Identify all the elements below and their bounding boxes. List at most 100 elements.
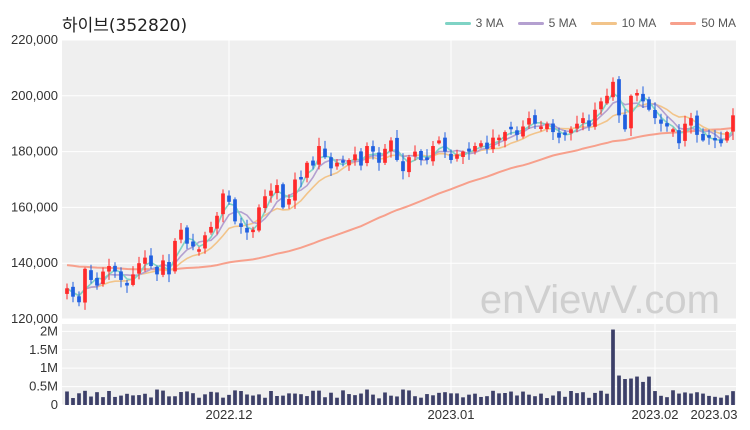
candle-body (473, 146, 477, 152)
candle-body (107, 265, 111, 272)
volume-bar (179, 392, 183, 405)
volume-bar (401, 389, 405, 405)
candle-body (65, 288, 69, 294)
candle-body (317, 146, 321, 165)
volume-bar (281, 395, 285, 405)
candle (461, 150, 465, 165)
candle (293, 172, 297, 209)
price-tick-label: 200,000 (11, 88, 58, 103)
candle (305, 161, 309, 183)
volume-bar (695, 392, 699, 405)
candle (467, 142, 471, 160)
candle-body (431, 146, 435, 162)
volume-bar (515, 395, 519, 405)
candle (509, 121, 513, 135)
candle (107, 258, 111, 280)
legend-label: 10 MA (621, 16, 657, 30)
candle-body (281, 184, 285, 208)
volume-bar (377, 398, 381, 405)
candle (131, 266, 135, 287)
volume-bar (233, 390, 237, 405)
volume-bar (383, 392, 387, 405)
volume-bar (77, 393, 81, 405)
volume-bar (611, 329, 615, 405)
candle (191, 233, 195, 251)
candle (683, 115, 687, 147)
candle (221, 189, 225, 223)
candle-body (575, 123, 579, 129)
candle (569, 126, 573, 141)
volume-bar (365, 389, 369, 405)
candle (635, 89, 639, 102)
candle (287, 194, 291, 209)
volume-bar (149, 397, 153, 405)
volume-bar (323, 397, 327, 405)
candle-body (173, 240, 177, 272)
candle-body (521, 126, 525, 137)
volume-bar (227, 394, 231, 405)
volume-bar (521, 391, 525, 405)
candle (215, 211, 219, 235)
volume-bar (209, 391, 213, 405)
volume-bar (251, 395, 255, 405)
volume-bar (617, 375, 621, 405)
candle (611, 77, 615, 101)
candle (419, 149, 423, 166)
candle-body (527, 118, 531, 125)
candle (713, 129, 717, 149)
volume-bar (593, 392, 597, 405)
volume-bar (305, 396, 309, 405)
volume-bar (257, 394, 261, 405)
candle-body (389, 140, 393, 152)
candle (665, 116, 669, 132)
candle-body (707, 135, 711, 138)
volume-bar (293, 393, 297, 405)
candle (443, 132, 447, 159)
volume-bar (629, 378, 633, 405)
candle-body (731, 115, 735, 132)
candle (323, 140, 327, 159)
candle-body (335, 162, 339, 167)
volume-bar (443, 392, 447, 405)
candle-body (401, 161, 405, 172)
candle (659, 113, 663, 132)
candle (527, 111, 531, 129)
candle-body (479, 143, 483, 147)
candle (653, 102, 657, 125)
legend-swatch (670, 21, 697, 25)
candle-body (257, 207, 261, 231)
volume-bar (125, 393, 129, 405)
legend-item: 3 MA (444, 16, 504, 30)
candle (101, 267, 105, 287)
candle (671, 127, 675, 137)
candle-body (689, 118, 693, 126)
candle-body (359, 151, 363, 166)
volume-bar (275, 395, 279, 405)
candle (491, 129, 495, 154)
candle-body (227, 195, 231, 202)
candle-body (311, 160, 315, 166)
candle-body (449, 153, 453, 160)
candle-body (125, 282, 129, 286)
candle-body (371, 146, 375, 152)
candle-body (353, 154, 357, 161)
candle-body (491, 137, 495, 150)
candle-body (647, 99, 651, 110)
candle-body (269, 190, 273, 196)
candle (395, 129, 399, 162)
volume-bar (557, 391, 561, 405)
candle-body (413, 151, 417, 157)
candle (245, 219, 249, 240)
candle-body (323, 148, 327, 158)
candle (263, 189, 267, 213)
volume-bar (263, 397, 267, 405)
candle (581, 112, 585, 131)
candle (95, 272, 99, 290)
candle-body (701, 133, 705, 141)
candle-body (623, 114, 627, 130)
volume-bar (545, 398, 549, 405)
candle (473, 142, 477, 155)
candle (143, 250, 147, 272)
volume-bar (269, 390, 273, 405)
